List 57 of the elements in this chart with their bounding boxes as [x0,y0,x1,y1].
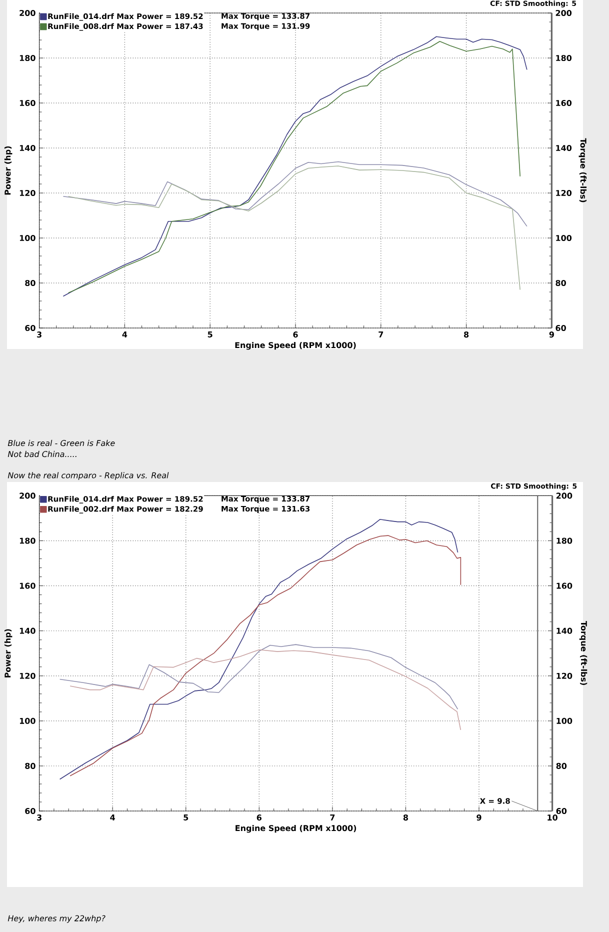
y2-tick-label: 80 [556,280,566,286]
y2-tick-label: 120 [556,190,572,196]
y2-tick-label: 140 [556,144,572,152]
x-tick-label: 6 [256,814,262,821]
text: Not bad China..... [8,450,76,458]
x-axis-title: Engine Speed (RPM x1000) [236,824,356,833]
x-tick-label: 3 [37,814,42,821]
y2-tick-label: 160 [556,100,572,106]
x-tick-label: 8 [403,814,408,821]
y2-axis-title: Torque (ft-lbs) [578,138,587,202]
y-tick-label: 140 [20,144,36,152]
y2-tick-label: 200 [556,10,572,16]
y-tick-label: 100 [20,234,36,242]
y-tick-label: 160 [20,100,36,106]
x-tick-label: 3 [37,332,42,338]
y-tick-label: 80 [25,280,36,286]
text: Hey, wheres my 22whp? [8,915,106,923]
x-tick-label: 6 [293,332,298,338]
y-tick-label: 180 [20,54,36,62]
y2-axis-title: Torque (ft-lbs) [579,621,588,685]
x-tick-label: 8 [464,332,469,338]
x-tick-label: 7 [378,332,384,338]
x-tick-label: 10 [548,814,558,821]
y2-tick-label: 60 [556,324,566,332]
y2-tick-label: 180 [556,54,572,62]
x-tick-label: 7 [330,814,335,820]
y-tick-label: 200 [20,492,36,499]
x-tick-label: 9 [549,332,554,338]
y-tick-label: 140 [20,628,36,634]
y-tick-label: 160 [20,582,36,589]
x-tick-label: 9 [476,814,482,821]
y-tick-label: 60 [25,324,36,332]
x-tick-label: 5 [208,332,212,338]
y2-tick-label: 120 [556,672,572,679]
y-tick-label: 120 [20,190,36,196]
x-tick-label: 4 [110,814,115,820]
y-axis-title: Power (hp) [4,146,12,195]
y2-tick-label: 80 [556,762,567,769]
y-tick-label: 60 [25,808,36,814]
y2-tick-label: 160 [556,582,572,589]
x-tick-label: 4 [122,332,128,338]
y-tick-label: 100 [20,718,36,724]
y-tick-label: 180 [20,538,36,544]
y2-tick-label: 140 [556,628,572,634]
y2-tick-label: 200 [556,492,572,499]
y2-tick-label: 180 [556,538,572,544]
y2-tick-label: 100 [556,718,572,724]
x-tick-label: 5 [184,814,188,820]
y2-tick-label: 100 [556,234,572,242]
chart-title: Now the real comparo - Replica vs. Real [8,472,169,480]
y-tick-label: 200 [20,10,36,16]
y-tick-label: 120 [20,672,36,679]
x-axis-title: Engine Speed (RPM x1000) [235,342,356,350]
y-axis-title: Power (hp) [4,629,12,678]
y2-tick-label: 60 [556,808,567,814]
y-tick-label: 80 [25,762,36,769]
text: Blue is real - Green is Fake [8,440,115,446]
